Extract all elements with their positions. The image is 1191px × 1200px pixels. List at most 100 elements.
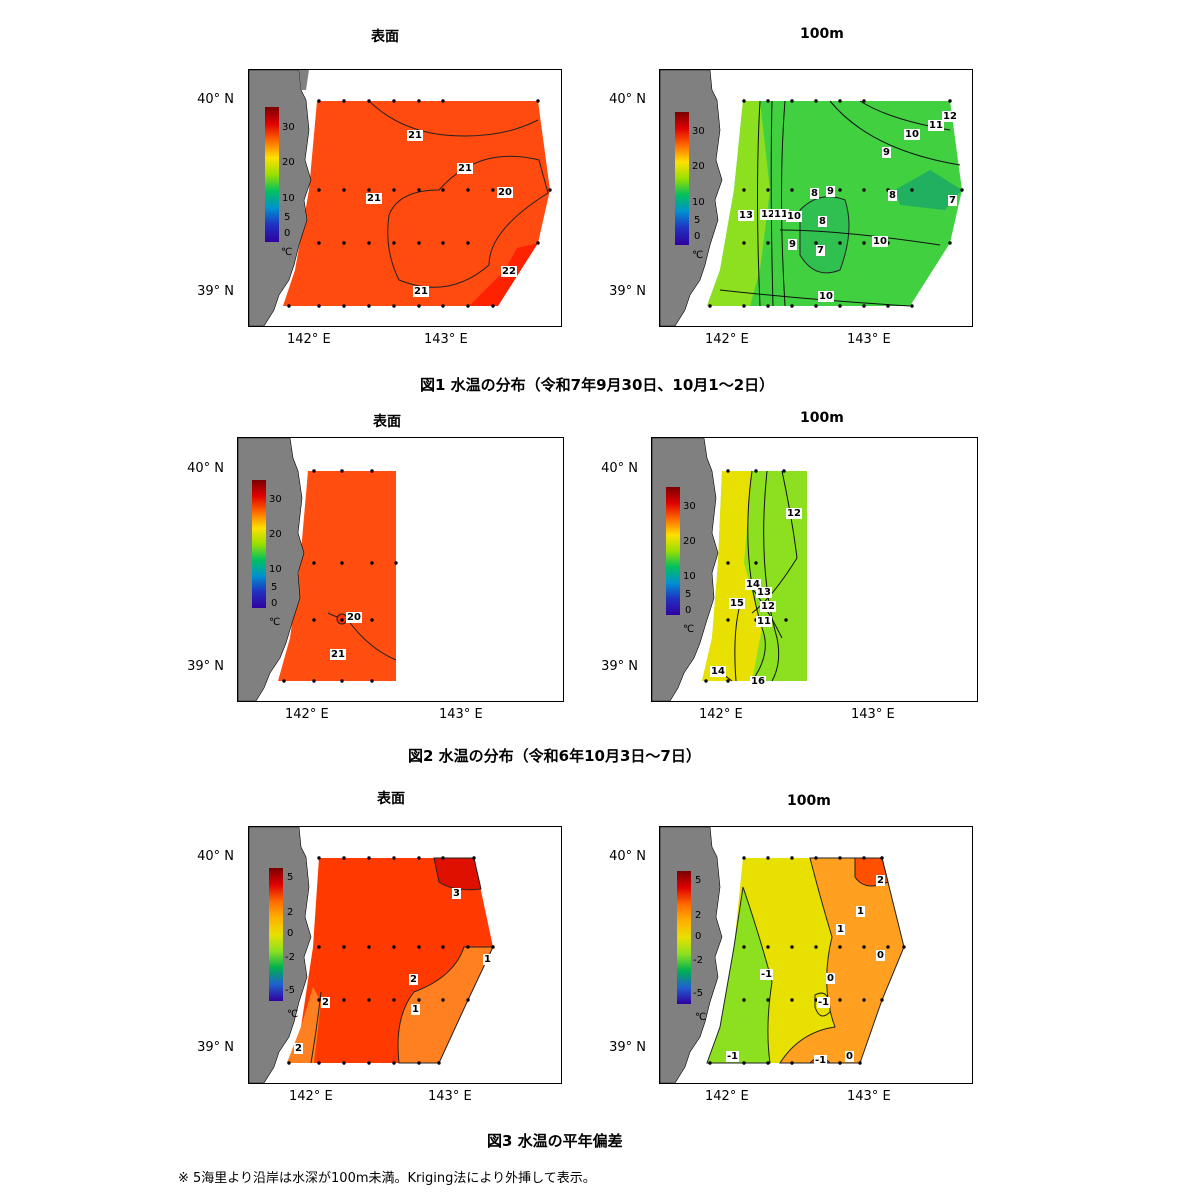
colorbar-tick: 5 — [685, 589, 692, 600]
colorbar-tick: -5 — [693, 988, 703, 999]
contour-label: 11 — [756, 616, 772, 627]
contour-label: 20 — [346, 612, 362, 623]
colorbar-tick: 0 — [695, 931, 702, 942]
map-f2-surface-svg — [238, 438, 398, 701]
lon-label-142e: 142° E — [289, 1089, 333, 1104]
contour-label: 0 — [826, 973, 835, 984]
contour-label: 8 — [810, 188, 819, 199]
contour-label: 21 — [457, 163, 473, 174]
contour-label: 12 — [786, 508, 802, 519]
contour-label: 11 — [928, 120, 944, 131]
anomaly-cool — [706, 886, 773, 1064]
contour-label: 10 — [818, 291, 834, 302]
colorbar-tick: 2 — [287, 907, 294, 918]
contour-label: 1 — [483, 954, 492, 965]
temperature-field — [278, 471, 396, 681]
colorbar-tick: 10 — [282, 193, 295, 204]
land-top-strip — [299, 70, 309, 90]
contour-line — [368, 100, 539, 137]
contour-label: 7 — [816, 245, 825, 256]
lon-label-142e: 142° E — [705, 1089, 749, 1104]
contour-label: 9 — [882, 147, 891, 158]
contour-label: 20 — [497, 187, 513, 198]
colorbar-tick: 20 — [683, 536, 696, 547]
contour-label: 10 — [904, 129, 920, 140]
colorbar-tick: 5 — [695, 875, 702, 886]
coast — [660, 70, 723, 326]
contour-label: -1 — [726, 1051, 740, 1062]
warm-coastal — [702, 471, 762, 681]
contour-label: 11 — [773, 209, 789, 220]
contour-label: 2 — [409, 974, 418, 985]
contour-label: -1 — [760, 969, 774, 980]
colorbar-temperature — [252, 480, 266, 608]
colorbar-tick: 5 — [287, 872, 294, 883]
cool-core — [799, 196, 850, 274]
colorbar-tick: 0 — [694, 231, 701, 242]
contour-label: 13 — [756, 587, 772, 598]
contour-label: 8 — [888, 190, 897, 201]
colorbar-temperature — [666, 487, 680, 615]
figure-caption-3: 図3 水温の平年偏差 — [487, 1132, 623, 1150]
contour-label: 1 — [836, 924, 845, 935]
contour-label: 21 — [407, 130, 423, 141]
colorbar-unit: ℃ — [281, 247, 293, 258]
colorbar-unit: ℃ — [269, 617, 281, 628]
colorbar-unit: ℃ — [683, 624, 695, 635]
lon-label-143e: 143° E — [847, 332, 891, 347]
map-f1-100m: 12 11 10 9 8 9 8 7 13 12 11 10 8 9 7 10 … — [659, 69, 973, 327]
colorbar-tick: 30 — [269, 494, 282, 505]
lat-label-39n: 39° N — [197, 284, 234, 299]
colorbar-tick: 5 — [694, 215, 701, 226]
map-f2-surface: 20 21 30 20 10 5 0 ℃ — [237, 437, 564, 702]
temperature-field — [283, 101, 550, 306]
map-f2-100m: 12 14 13 15 12 11 14 16 30 20 10 5 0 ℃ — [651, 437, 978, 702]
lon-label-142e: 142° E — [285, 707, 329, 722]
contour-label: 7 — [948, 195, 957, 206]
stations — [287, 856, 495, 1065]
contour-label: 0 — [876, 950, 885, 961]
colorbar-unit: ℃ — [287, 1009, 299, 1020]
contour-label: 1 — [856, 906, 865, 917]
lat-label-40n: 40° N — [197, 849, 234, 864]
lon-label-142e: 142° E — [705, 332, 749, 347]
colorbar-tick: 10 — [269, 564, 282, 575]
contour-line — [310, 991, 322, 1064]
colorbar-tick: 0 — [284, 228, 291, 239]
stations — [287, 99, 552, 308]
contour-line — [387, 155, 549, 288]
contour-label: 2 — [876, 875, 885, 886]
colorbar-tick: 20 — [282, 157, 295, 168]
lon-label-143e: 143° E — [428, 1089, 472, 1104]
colorbar-tick: 0 — [685, 605, 692, 616]
f3-100m-title: 100m — [787, 793, 831, 809]
colorbar-unit: ℃ — [695, 1012, 707, 1023]
colorbar-tick: 5 — [271, 582, 278, 593]
colorbar-anomaly — [269, 868, 283, 1001]
figure-caption-1: 図1 水温の分布（令和7年9月30日、10月1～2日） — [420, 376, 775, 394]
figure-caption-2: 図2 水温の分布（令和6年10月3日～7日） — [408, 747, 701, 765]
map-f3-100m-svg — [660, 827, 906, 1083]
lon-label-143e: 143° E — [851, 707, 895, 722]
map-f1-surface: 21 21 21 20 21 22 30 20 10 5 0 ℃ — [248, 69, 562, 327]
contour-label: 12 — [760, 601, 776, 612]
lon-label-143e: 143° E — [847, 1089, 891, 1104]
contour-label: 12 — [942, 111, 958, 122]
colorbar-temperature — [265, 107, 279, 242]
f3-surface-title: 表面 — [377, 791, 405, 807]
contour-label: 14 — [710, 666, 726, 677]
colorbar-tick: -2 — [693, 955, 703, 966]
contour-label: -1 — [817, 997, 831, 1008]
lon-label-143e: 143° E — [424, 332, 468, 347]
lat-label-40n: 40° N — [609, 849, 646, 864]
map-f3-surface: 3 1 2 1 2 2 5 2 0 -2 -5 ℃ — [248, 826, 562, 1084]
contour-label: 21 — [330, 649, 346, 660]
lat-label-39n: 39° N — [609, 284, 646, 299]
contour-label: 9 — [788, 239, 797, 250]
map-f3-100m: 2 1 1 -1 0 0 -1 -1 0 -1 5 2 0 -2 -5 ℃ — [659, 826, 973, 1084]
coast — [660, 827, 723, 1083]
lon-label-142e: 142° E — [287, 332, 331, 347]
colorbar-unit: ℃ — [692, 250, 704, 261]
lat-label-39n: 39° N — [187, 659, 224, 674]
stations — [708, 856, 906, 1065]
